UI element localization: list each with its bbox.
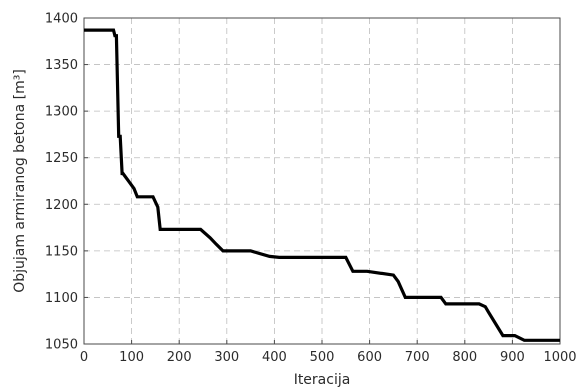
y-tick-label: 1100: [45, 291, 78, 306]
x-tick-label: 500: [310, 350, 335, 365]
x-tick-label: 400: [262, 350, 287, 365]
y-tick-label: 1250: [45, 151, 78, 166]
y-tick-label: 1400: [45, 12, 78, 27]
y-tick-label: 1050: [45, 338, 78, 353]
x-tick-label: 100: [119, 350, 144, 365]
x-tick-label: 700: [405, 350, 430, 365]
x-tick-label: 900: [500, 350, 525, 365]
x-tick-label: 1000: [543, 350, 576, 365]
x-tick-label: 300: [214, 350, 239, 365]
x-tick-label: 0: [80, 350, 88, 365]
x-tick-label: 800: [452, 350, 477, 365]
axis-ticks: 0 100 200 300 400 500 600 700 800 900 1000 1050 1100…: [45, 12, 576, 366]
x-axis-title: Iteracija: [294, 372, 351, 388]
x-tick-label: 600: [357, 350, 382, 365]
y-tick-label: 1200: [45, 198, 78, 213]
y-tick-label: 1350: [45, 58, 78, 73]
x-tick-label: 200: [167, 350, 192, 365]
y-axis-title: Objujam armiranog betona [m³]: [12, 69, 28, 293]
y-tick-label: 1300: [45, 105, 78, 120]
grid-lines: [84, 18, 560, 344]
y-tick-label: 1150: [45, 244, 78, 259]
series-group: [84, 28, 560, 342]
series-line: [84, 28, 560, 342]
